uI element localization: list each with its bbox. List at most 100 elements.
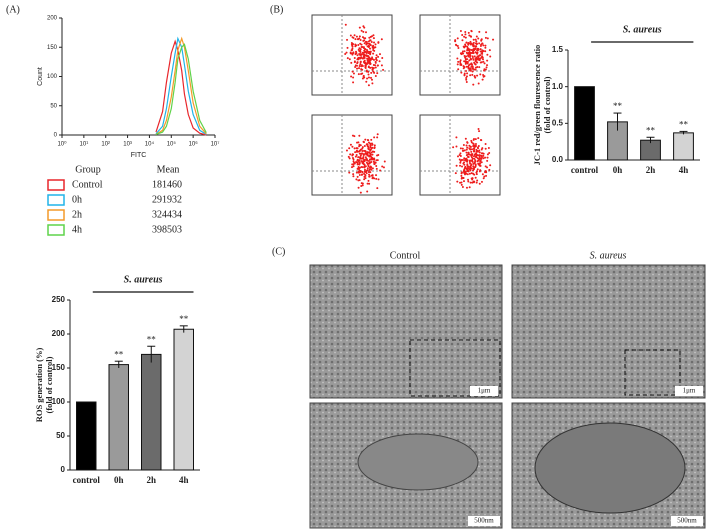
event-dot — [480, 148, 483, 151]
event-dot — [367, 76, 370, 79]
event-dot — [368, 168, 371, 171]
event-dot — [470, 163, 473, 166]
event-dot — [482, 177, 485, 180]
event-dot — [353, 34, 356, 37]
event-dot — [364, 156, 367, 159]
event-dot — [371, 156, 374, 159]
event-dot — [478, 158, 481, 161]
event-dot — [363, 158, 366, 161]
event-dot — [362, 140, 365, 143]
event-dot — [459, 161, 462, 164]
event-dot — [469, 67, 472, 70]
event-dot — [478, 42, 481, 45]
event-dot — [478, 182, 481, 185]
event-dot — [463, 55, 466, 58]
event-dot — [356, 54, 359, 57]
event-dot — [458, 158, 461, 161]
event-dot — [382, 68, 385, 71]
event-dot — [475, 170, 478, 173]
event-dot — [486, 64, 489, 67]
event-dot — [465, 69, 468, 72]
micrograph-title: Control — [390, 250, 421, 261]
event-dot — [484, 44, 487, 47]
event-dot — [365, 161, 368, 164]
event-dot — [367, 160, 370, 163]
event-dot — [455, 164, 458, 167]
event-dot — [366, 145, 369, 148]
event-dot — [362, 153, 365, 156]
event-dot — [468, 153, 471, 156]
event-dot — [460, 64, 463, 67]
event-dot — [365, 43, 368, 46]
event-dot — [476, 51, 479, 54]
micrograph — [511, 264, 706, 399]
event-dot — [366, 143, 369, 146]
significance: ** — [147, 334, 157, 344]
x-tick-label: 10⁶ — [189, 141, 199, 148]
event-dot — [370, 161, 373, 164]
event-dot — [466, 72, 469, 75]
legend-value: 181460 — [152, 179, 182, 190]
event-dot — [372, 47, 375, 50]
event-dot — [367, 171, 370, 174]
event-dot — [380, 38, 383, 41]
event-dot — [454, 172, 457, 175]
event-dot — [374, 43, 377, 46]
event-dot — [348, 157, 351, 160]
event-dot — [469, 145, 472, 148]
event-dot — [379, 169, 382, 172]
event-dot — [373, 161, 376, 164]
event-dot — [377, 55, 380, 58]
bar — [76, 401, 97, 471]
event-dot — [352, 81, 355, 84]
event-dot — [374, 60, 377, 63]
legend-swatch — [47, 179, 65, 191]
event-dot — [361, 171, 364, 174]
event-dot — [461, 34, 464, 37]
event-dot — [462, 176, 465, 179]
event-dot — [479, 57, 482, 60]
event-dot — [482, 60, 485, 63]
event-dot — [348, 171, 351, 174]
event-dot — [486, 153, 489, 156]
event-dot — [484, 143, 487, 146]
event-dot — [476, 57, 479, 60]
event-dot — [365, 48, 368, 51]
event-dot — [461, 50, 464, 53]
event-dot — [366, 60, 369, 63]
event-dot — [480, 152, 483, 155]
event-dot — [456, 63, 459, 66]
event-dot — [471, 148, 474, 151]
event-dot — [367, 57, 370, 60]
event-dot — [479, 139, 482, 142]
event-dot — [363, 145, 366, 148]
event-dot — [361, 51, 364, 54]
event-dot — [358, 26, 361, 29]
event-dot — [373, 177, 376, 180]
event-dot — [459, 154, 462, 157]
event-dot — [355, 171, 358, 174]
event-dot — [382, 166, 385, 169]
x-tick-label: 10⁰ — [57, 141, 67, 148]
event-dot — [485, 31, 488, 34]
significance: ** — [179, 314, 189, 324]
event-dot — [370, 76, 373, 79]
event-dot — [361, 149, 364, 152]
event-dot — [346, 57, 349, 60]
event-dot — [359, 61, 362, 64]
event-dot — [360, 152, 363, 155]
x-tick-label: 10¹ — [80, 142, 89, 148]
event-dot — [470, 42, 473, 45]
event-dot — [467, 151, 470, 154]
event-dot — [484, 50, 487, 53]
event-dot — [359, 63, 362, 66]
legend-label: 2h — [72, 209, 82, 220]
event-dot — [358, 35, 361, 38]
event-dot — [482, 75, 485, 78]
event-dot — [373, 71, 376, 74]
event-dot — [459, 147, 462, 150]
event-dot — [369, 47, 372, 50]
legend-label: 4h — [72, 224, 82, 235]
event-dot — [370, 41, 373, 44]
